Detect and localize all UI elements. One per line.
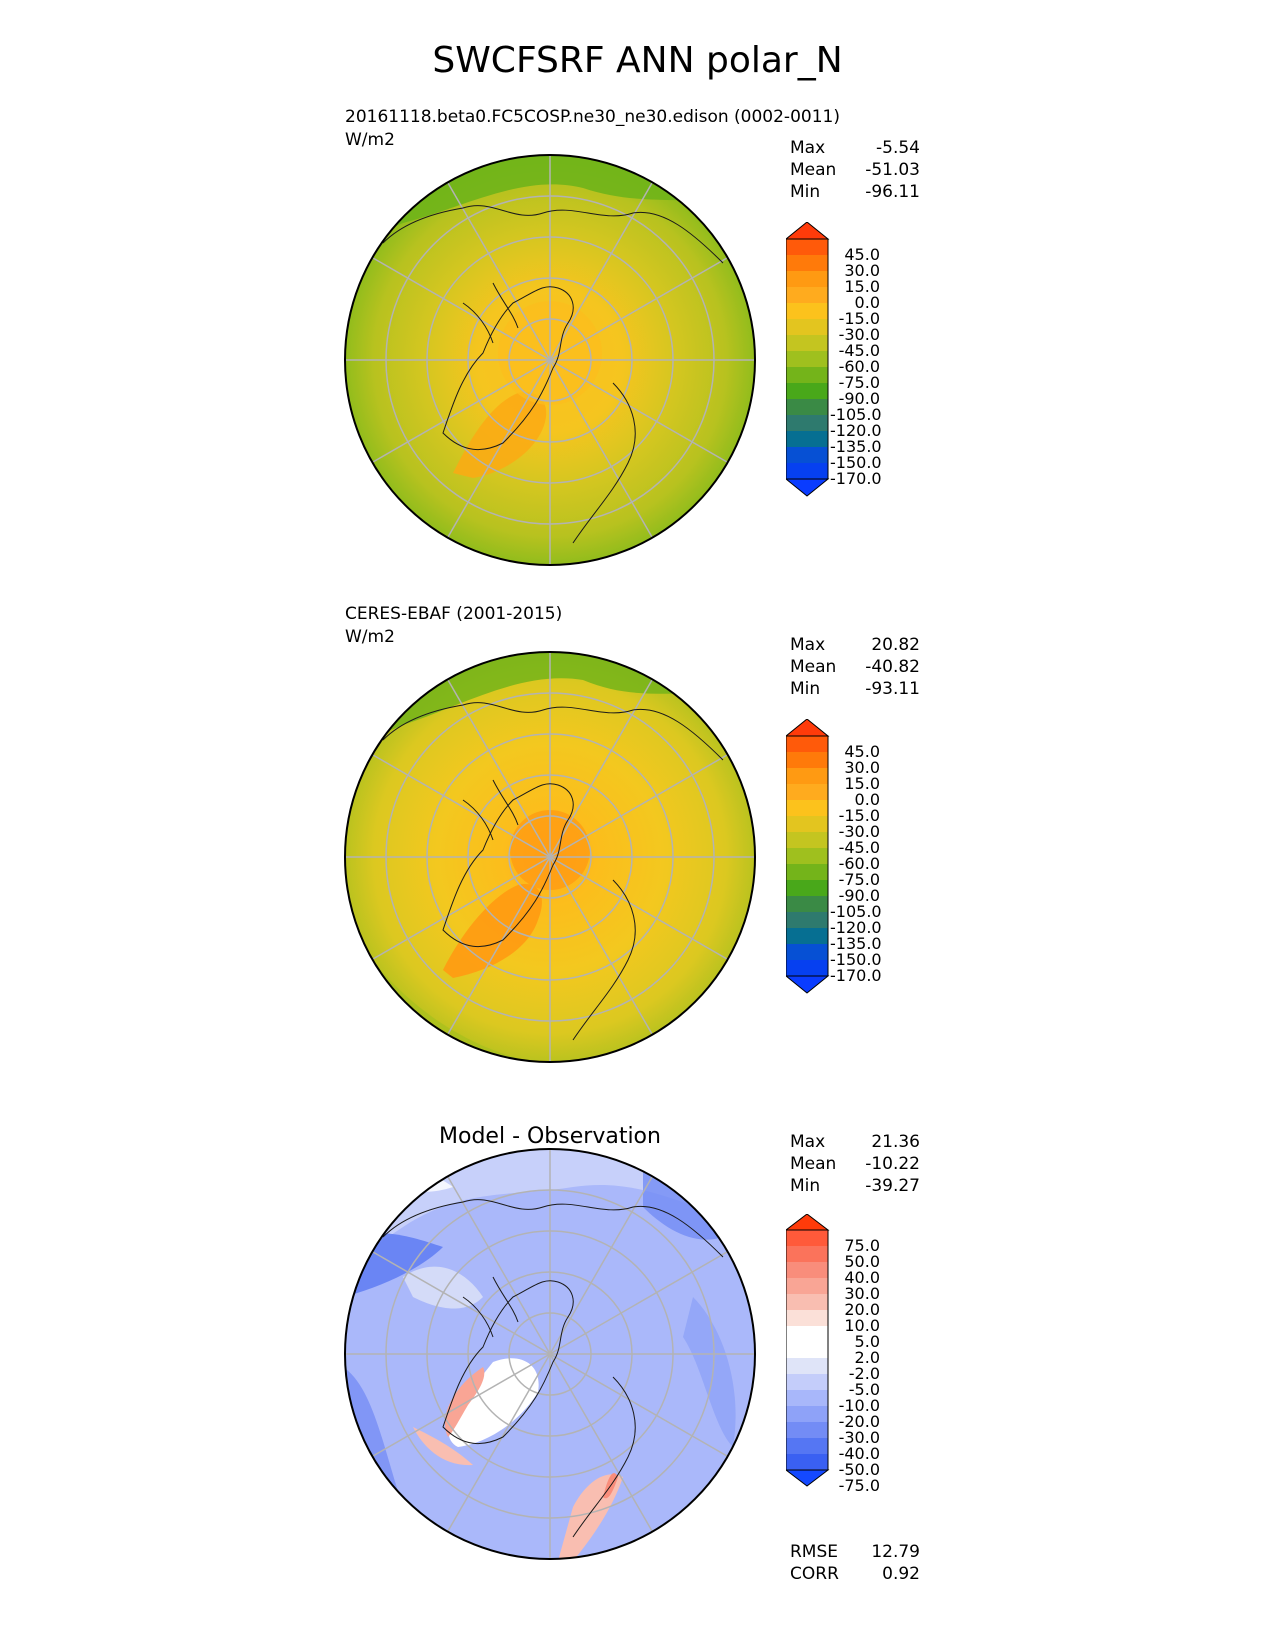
colorbar-label: -15.0 — [838, 806, 880, 825]
colorbar-label: -2.0 — [848, 1364, 880, 1383]
colorbar-label: -135.0 — [830, 934, 882, 953]
stat-label: Mean — [790, 657, 837, 677]
colorbar-label: -45.0 — [838, 341, 880, 360]
stat-value: -10.22 — [865, 1154, 920, 1174]
stat-label: Max — [790, 1132, 826, 1152]
colorbar-svg — [786, 1214, 830, 1487]
panel1-stats: Max -5.54 Mean -51.03 Min -96.11 — [790, 137, 920, 203]
colorbar-label: -75.0 — [838, 373, 880, 392]
colorbar-label: -45.0 — [838, 838, 880, 857]
colorbar-label: 75.0 — [844, 1236, 880, 1255]
colorbar-label: -60.0 — [838, 854, 880, 873]
stat-label: Max — [790, 138, 826, 158]
colorbar-label: -105.0 — [830, 405, 882, 424]
stat-label: Min — [790, 1176, 821, 1196]
colorbar-label: -135.0 — [830, 437, 882, 456]
panel3-colorbar: 75.0 50.0 40.0 30.0 20.0 10.0 5.0 2.0 -2… — [786, 1214, 916, 1508]
colorbar-label: -15.0 — [838, 309, 880, 328]
colorbar-label: -30.0 — [838, 822, 880, 841]
panel3-polar-map — [344, 1148, 756, 1560]
panel2-units: W/m2 — [345, 627, 395, 647]
colorbar-label: -50.0 — [838, 1460, 880, 1479]
colorbar-label: 15.0 — [844, 277, 880, 296]
figure-title: SWCFSRF ANN polar_N — [432, 40, 843, 81]
colorbar-label: 20.0 — [844, 1300, 880, 1319]
stat-label: Min — [790, 182, 821, 202]
colorbar-label: 30.0 — [844, 261, 880, 280]
panel3-stats: Max 21.36 Mean -10.22 Min -39.27 — [790, 1131, 920, 1197]
stat-value: -40.82 — [865, 657, 920, 677]
panel1-polar-map — [344, 154, 756, 566]
colorbar-label: 30.0 — [844, 1284, 880, 1303]
colorbar-label: -120.0 — [830, 918, 882, 937]
metric-label: CORR — [790, 1564, 839, 1584]
colorbar-label: -10.0 — [838, 1396, 880, 1415]
stat-value: 20.82 — [871, 635, 920, 655]
stat-row: Mean -51.03 — [790, 159, 920, 181]
stat-label: Mean — [790, 160, 837, 180]
metric-value: 0.92 — [882, 1564, 920, 1584]
panel1-colorbar: 45.0 30.0 15.0 0.0 -15.0 -30.0 -45.0 -60… — [786, 222, 916, 516]
panel2-polar-map — [344, 651, 756, 1063]
colorbar-label: -20.0 — [838, 1412, 880, 1431]
metric-value: 12.79 — [871, 1542, 920, 1562]
metric-label: RMSE — [790, 1542, 839, 1562]
stat-value: -96.11 — [865, 182, 920, 202]
metric-row: RMSE 12.79 — [790, 1541, 920, 1563]
panel2-stats: Max 20.82 Mean -40.82 Min -93.11 — [790, 634, 920, 700]
colorbar-label: -170.0 — [830, 469, 882, 488]
stat-row: Min -39.27 — [790, 1175, 920, 1197]
colorbar-label: 50.0 — [844, 1252, 880, 1271]
colorbar-label: 30.0 — [844, 758, 880, 777]
stat-value: -39.27 — [865, 1176, 920, 1196]
metric-row: CORR 0.92 — [790, 1563, 920, 1585]
colorbar-label: 40.0 — [844, 1268, 880, 1287]
colorbar-label: 0.0 — [854, 790, 880, 809]
stat-label: Mean — [790, 1154, 837, 1174]
colorbar-svg — [786, 719, 830, 994]
colorbar-label: 10.0 — [844, 1316, 880, 1335]
colorbar-label: 0.0 — [854, 293, 880, 312]
colorbar-label: -120.0 — [830, 421, 882, 440]
stat-value: -5.54 — [876, 138, 920, 158]
colorbar-label: -30.0 — [838, 1428, 880, 1447]
colorbar-label: -90.0 — [838, 886, 880, 905]
colorbar-label: -60.0 — [838, 357, 880, 376]
stat-row: Max 20.82 — [790, 634, 920, 656]
stat-row: Min -93.11 — [790, 678, 920, 700]
panel1-title: 20161118.beta0.FC5COSP.ne30_ne30.edison … — [345, 107, 840, 127]
diff-metrics: RMSE 12.79 CORR 0.92 — [790, 1541, 920, 1585]
stat-row: Min -96.11 — [790, 181, 920, 203]
panel2-colorbar: 45.0 30.0 15.0 0.0 -15.0 -30.0 -45.0 -60… — [786, 719, 916, 1013]
colorbar-label: -90.0 — [838, 389, 880, 408]
stat-value: 21.36 — [871, 1132, 920, 1152]
stat-label: Min — [790, 679, 821, 699]
colorbar-label: -75.0 — [838, 1476, 880, 1495]
colorbar-label: -105.0 — [830, 902, 882, 921]
colorbar-label: -30.0 — [838, 325, 880, 344]
colorbar-label: 15.0 — [844, 774, 880, 793]
colorbar-label: -150.0 — [830, 950, 882, 969]
stat-label: Max — [790, 635, 826, 655]
colorbar-label: -170.0 — [830, 966, 882, 985]
stat-row: Max -5.54 — [790, 137, 920, 159]
colorbar-label: -150.0 — [830, 453, 882, 472]
panel1-units: W/m2 — [345, 130, 395, 150]
stat-row: Max 21.36 — [790, 1131, 920, 1153]
panel2-title: CERES-EBAF (2001-2015) — [345, 604, 563, 624]
stat-value: -51.03 — [865, 160, 920, 180]
diff-panel-title: Model - Observation — [439, 1124, 661, 1149]
colorbar-label: -40.0 — [838, 1444, 880, 1463]
colorbar-label: 45.0 — [844, 245, 880, 264]
colorbar-label: 5.0 — [854, 1332, 880, 1351]
stat-value: -93.11 — [865, 679, 920, 699]
stat-row: Mean -10.22 — [790, 1153, 920, 1175]
colorbar-svg — [786, 222, 830, 497]
colorbar-label: -5.0 — [848, 1380, 880, 1399]
colorbar-label: -75.0 — [838, 870, 880, 889]
colorbar-label: 45.0 — [844, 742, 880, 761]
stat-row: Mean -40.82 — [790, 656, 920, 678]
colorbar-label: 2.0 — [854, 1348, 880, 1367]
